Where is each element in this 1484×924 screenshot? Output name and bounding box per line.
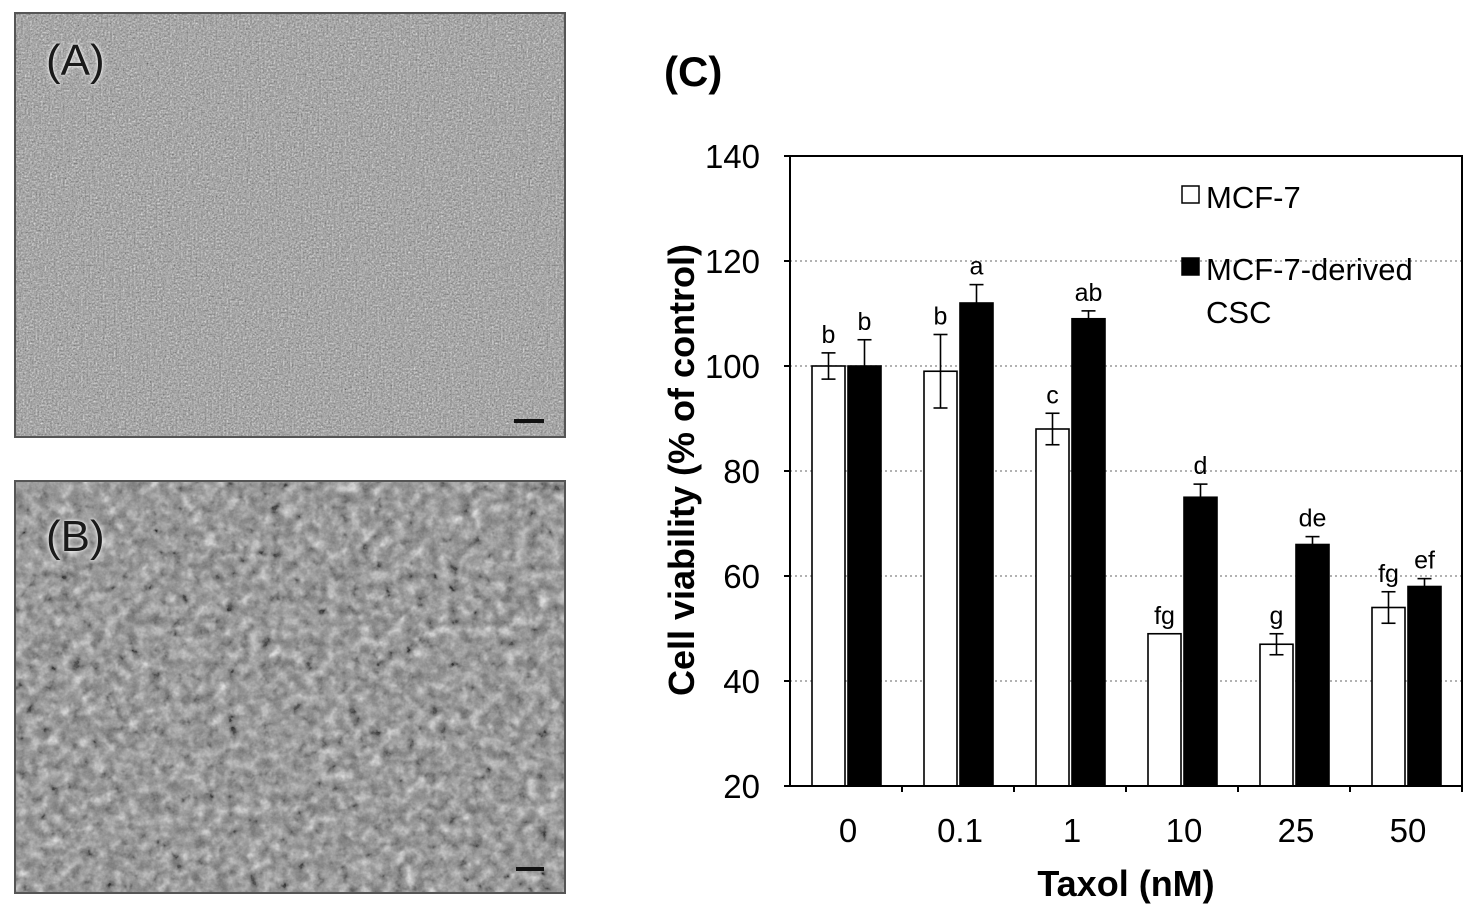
micrograph-a: (A) bbox=[14, 12, 566, 438]
significance-letter: b bbox=[858, 308, 872, 336]
legend-label: MCF-7 bbox=[1206, 180, 1301, 215]
legend-swatch bbox=[1181, 185, 1200, 204]
panel-c-label: (C) bbox=[664, 48, 722, 95]
bar bbox=[1407, 585, 1442, 787]
bar bbox=[1371, 606, 1406, 787]
legend-label: MCF-7-derived bbox=[1206, 252, 1413, 287]
x-tick-label: 1 bbox=[1063, 812, 1081, 849]
x-tick-label: 0 bbox=[839, 812, 857, 849]
micrograph-a-image bbox=[16, 14, 564, 436]
axes bbox=[784, 155, 1463, 792]
x-tick-label: 25 bbox=[1278, 812, 1315, 849]
x-tick-label: 50 bbox=[1390, 812, 1427, 849]
significance-letter: a bbox=[970, 253, 984, 281]
x-axis-title: Taxol (nM) bbox=[1037, 863, 1214, 904]
scale-bar bbox=[516, 867, 544, 871]
scale-bar bbox=[514, 419, 544, 423]
panel-a-label: (A) bbox=[46, 36, 105, 85]
significance-letter: ef bbox=[1414, 547, 1435, 575]
significance-letter: de bbox=[1299, 505, 1327, 533]
significance-letter: ab bbox=[1075, 279, 1103, 307]
micrograph-b: (B) bbox=[14, 480, 566, 894]
bar bbox=[923, 370, 958, 787]
x-tick-label: 10 bbox=[1166, 812, 1203, 849]
gridlines bbox=[790, 260, 1462, 682]
bar bbox=[959, 302, 994, 787]
legend-label: CSC bbox=[1206, 295, 1271, 330]
y-tick-label: 60 bbox=[723, 558, 760, 595]
significance-letter: b bbox=[934, 303, 948, 331]
y-tick-label: 40 bbox=[723, 663, 760, 700]
legend: MCF-7 MCF-7-derived CSC bbox=[1181, 180, 1413, 330]
micrograph-b-image bbox=[16, 482, 564, 892]
significance-letter: b bbox=[822, 321, 836, 349]
bar bbox=[1071, 317, 1106, 787]
bar bbox=[1295, 543, 1330, 787]
y-tick-label: 140 bbox=[705, 138, 760, 175]
y-tick-label: 20 bbox=[723, 768, 760, 805]
y-axis-title: Cell viability (% of control) bbox=[661, 244, 702, 696]
y-tick-label: 120 bbox=[705, 243, 760, 280]
significance-letter: c bbox=[1046, 381, 1059, 409]
bar bbox=[847, 365, 882, 787]
bar bbox=[1035, 428, 1070, 787]
significance-letter: g bbox=[1270, 602, 1284, 630]
bar bbox=[1147, 632, 1182, 787]
y-tick-label: 80 bbox=[723, 453, 760, 490]
panel-b-label: (B) bbox=[46, 512, 105, 561]
tick-labels: 20 40 60 80 100 120 140 0 0.1 1 10 25 50 bbox=[705, 138, 1426, 849]
y-tick-label: 100 bbox=[705, 348, 760, 385]
significance-letter: fg bbox=[1378, 560, 1399, 588]
significance-letter: fg bbox=[1154, 602, 1175, 630]
significance-letter: d bbox=[1194, 452, 1208, 480]
bar bbox=[1183, 496, 1218, 787]
x-tick-label: 0.1 bbox=[937, 812, 983, 849]
bar bbox=[811, 365, 846, 787]
legend-swatch bbox=[1181, 257, 1200, 276]
bar bbox=[1259, 643, 1294, 787]
